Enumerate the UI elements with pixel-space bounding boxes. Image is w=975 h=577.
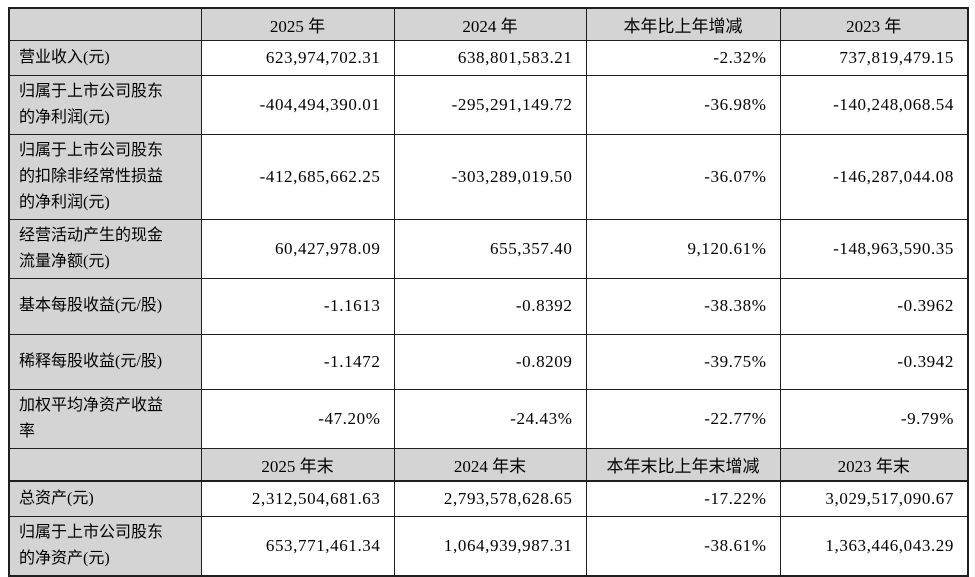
col-header-2025-end: 2025 年末 [200,447,395,482]
value-cell: -295,291,149.72 [393,74,587,135]
row-label-cell: 总资产(元) [8,480,202,517]
value-cell: -0.8392 [393,277,587,335]
value-cell: -38.38% [585,277,781,335]
col-header-2024-end: 2024 年末 [393,447,587,482]
value-cell: -404,494,390.01 [200,74,395,135]
value-cell: -0.8209 [393,333,587,390]
value-cell: -140,248,068.54 [779,74,969,135]
value-cell: 623,974,702.31 [200,39,395,76]
value-cell: 638,801,583.21 [393,39,587,76]
value-cell: -146,287,044.08 [779,133,969,220]
value-cell: -1.1472 [200,333,395,390]
row-label-cell: 加权平均净资产收益率 [8,388,202,449]
table-row-net-profit: 归属于上市公司股东的净利润(元) -404,494,390.01 -295,29… [8,74,969,135]
table-row-weighted-avg-roe: 加权平均净资产收益率 -47.20% -24.43% -22.77% -9.79… [8,388,969,449]
table-row-total-assets: 总资产(元) 2,312,504,681.63 2,793,578,628.65… [8,480,969,517]
value-cell: -412,685,662.25 [200,133,395,220]
value-cell: -1.1613 [200,277,395,335]
col-header-2023-end: 2023 年末 [779,447,969,482]
value-cell: 1,064,939,987.31 [393,515,587,576]
row-label-cell: 经营活动产生的现金流量净额(元) [8,218,202,279]
table-row-operating-cash-flow: 经营活动产生的现金流量净额(元) 60,427,978.09 655,357.4… [8,218,969,279]
value-cell: -2.32% [585,39,781,76]
table-row-revenue: 营业收入(元) 623,974,702.31 638,801,583.21 -2… [8,39,969,76]
col-header-yoy-change: 本年比上年增减 [585,7,781,41]
row-label-cell: 归属于上市公司股东的扣除非经常性损益的净利润(元) [8,133,202,220]
value-cell: 655,357.40 [393,218,587,279]
value-cell: 737,819,479.15 [779,39,969,76]
annual-header-row: 2025 年 2024 年 本年比上年增减 2023 年 [8,7,969,41]
col-header-2024: 2024 年 [393,7,587,41]
value-cell: -24.43% [393,388,587,449]
financial-summary-table: 2025 年 2024 年 本年比上年增减 2023 年 营业收入(元) 623… [8,7,969,577]
value-cell: 1,363,446,043.29 [779,515,969,576]
row-label-cell: 基本每股收益(元/股) [8,277,202,335]
table-row-net-assets: 归属于上市公司股东的净资产(元) 653,771,461.34 1,064,93… [8,515,969,576]
value-cell: -36.98% [585,74,781,135]
table-row-diluted-eps: 稀释每股收益(元/股) -1.1472 -0.8209 -39.75% -0.3… [8,333,969,390]
annual-corner-cell [8,7,202,41]
value-cell: 60,427,978.09 [200,218,395,279]
value-cell: -47.20% [200,388,395,449]
value-cell: 9,120.61% [585,218,781,279]
col-header-2023: 2023 年 [779,7,969,41]
value-cell: 2,312,504,681.63 [200,480,395,517]
col-header-yoy-end-change: 本年末比上年末增减 [585,447,781,482]
value-cell: 653,771,461.34 [200,515,395,576]
table-row-basic-eps: 基本每股收益(元/股) -1.1613 -0.8392 -38.38% -0.3… [8,277,969,335]
value-cell: -38.61% [585,515,781,576]
value-cell: -148,963,590.35 [779,218,969,279]
value-cell: -303,289,019.50 [393,133,587,220]
table-row-net-profit-excl-nonrecurring: 归属于上市公司股东的扣除非经常性损益的净利润(元) -412,685,662.2… [8,133,969,220]
value-cell: -9.79% [779,388,969,449]
value-cell: -36.07% [585,133,781,220]
value-cell: -17.22% [585,480,781,517]
row-label-cell: 营业收入(元) [8,39,202,76]
value-cell: -39.75% [585,333,781,390]
row-label-cell: 归属于上市公司股东的净利润(元) [8,74,202,135]
year-end-corner-cell [8,447,202,482]
value-cell: 3,029,517,090.67 [779,480,969,517]
year-end-header-row: 2025 年末 2024 年末 本年末比上年末增减 2023 年末 [8,447,969,482]
row-label-cell: 稀释每股收益(元/股) [8,333,202,390]
value-cell: -22.77% [585,388,781,449]
value-cell: -0.3942 [779,333,969,390]
value-cell: 2,793,578,628.65 [393,480,587,517]
value-cell: -0.3962 [779,277,969,335]
row-label-cell: 归属于上市公司股东的净资产(元) [8,515,202,576]
col-header-2025: 2025 年 [200,7,395,41]
